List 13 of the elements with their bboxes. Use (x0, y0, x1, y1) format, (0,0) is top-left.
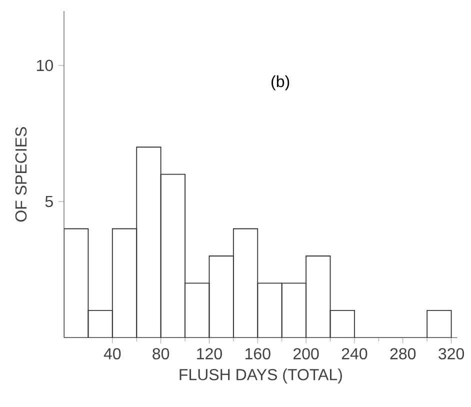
x-tick-label: 120 (197, 348, 222, 360)
x-tick-label: 320 (438, 348, 464, 360)
y-tick-label: 10 (37, 60, 53, 72)
x-axis-title: FLUSH DAYS (TOTAL) (180, 368, 342, 384)
annotation: (b) (272, 75, 290, 90)
y-axis-title: OF SPECIES (15, 127, 27, 222)
x-tick-label: 160 (246, 348, 270, 360)
x-tick-label: 80 (152, 348, 170, 360)
x-tick-label: 240 (342, 348, 368, 360)
x-tick-label: 280 (390, 348, 416, 360)
x-tick-label: 40 (104, 348, 121, 360)
x-tick-label: 200 (294, 348, 319, 360)
y-tick-label: 5 (45, 196, 53, 208)
